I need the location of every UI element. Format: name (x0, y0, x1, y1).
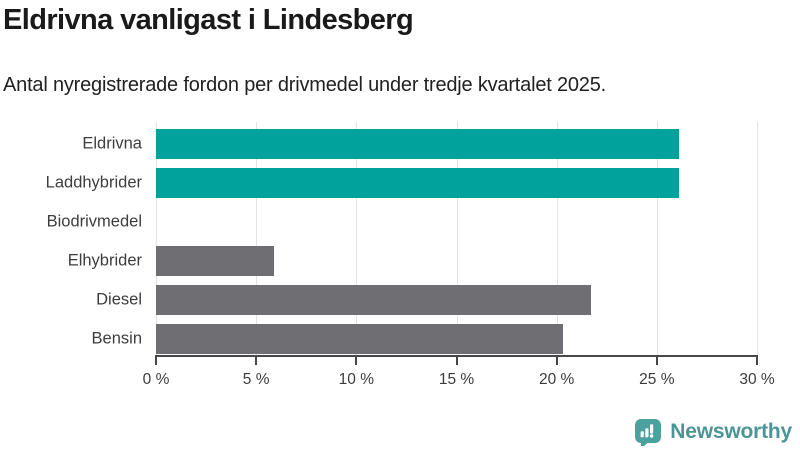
x-tick-5 (255, 357, 258, 365)
x-tick-25 (655, 357, 658, 365)
bar-eldrivna (156, 129, 679, 159)
x-tick-0 (155, 357, 157, 365)
newsworthy-logo: Newsworthy (634, 418, 792, 446)
gridline-20 (556, 122, 558, 355)
category-label-diesel: Diesel (96, 290, 142, 309)
category-label-bensin: Bensin (91, 329, 142, 348)
x-tick-label-30: 30 % (739, 371, 775, 388)
x-tick-label-15: 15 % (438, 371, 475, 388)
bar-laddhybrider (156, 168, 679, 198)
category-label-eldrivna: Eldrivna (82, 134, 142, 153)
x-tick-15 (455, 357, 458, 365)
newsworthy-icon (635, 419, 662, 446)
newsworthy-wordmark: Newsworthy (670, 420, 792, 443)
gridline-10 (356, 122, 358, 355)
category-label-elhybrider: Elhybrider (67, 251, 142, 270)
x-axis-line (155, 355, 758, 357)
gridline-25 (656, 122, 658, 355)
gridline-0 (156, 122, 157, 355)
gridline-15 (456, 122, 458, 355)
x-tick-label-20: 20 % (538, 371, 575, 388)
x-tick-30 (756, 357, 758, 365)
chart-title: Eldrivna vanligast i Lindesberg (3, 4, 414, 36)
chart-subtitle: Antal nyregistrerade fordon per drivmede… (3, 74, 607, 96)
category-label-laddhybrider: Laddhybrider (45, 173, 142, 192)
x-tick-label-25: 25 % (639, 371, 675, 388)
x-tick-10 (355, 357, 358, 365)
bar-chart-plot-area: 0 % 5 % 10 % 15 % 20 % 25 % 30 % Eldrivna Laddhy… (46, 122, 775, 388)
bar-bensin (156, 324, 563, 354)
bar-elhybrider (156, 246, 275, 276)
gridline-5 (256, 122, 258, 355)
category-label-biodrivmedel: Biodrivmedel (46, 212, 142, 231)
x-tick-label-5: 5 % (242, 371, 270, 388)
x-tick-label-10: 10 % (338, 371, 374, 388)
x-tick-20 (555, 357, 558, 365)
x-tick-label-0: 0 % (142, 371, 170, 388)
bar-diesel (156, 285, 591, 315)
gridline-30 (757, 122, 758, 355)
